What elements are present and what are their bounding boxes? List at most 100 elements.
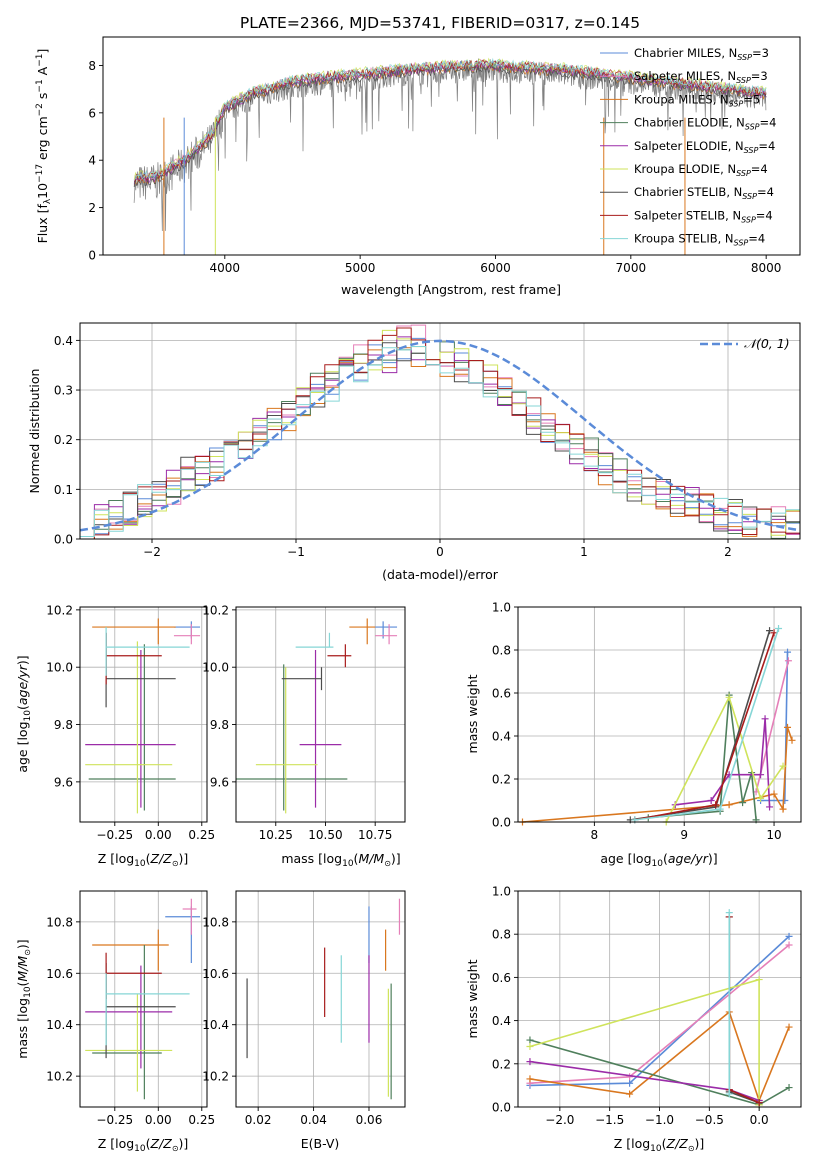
weight-marker-salpeter-stelib [712, 801, 720, 809]
axes-frame [517, 606, 802, 823]
weight-marker-kroupa-miles [626, 1090, 634, 1098]
weight-line-chabrier-elodie [648, 695, 757, 820]
mass-vs-metallicity-y-label: mass [log10(M/M⊙)] [15, 939, 33, 1058]
legend-label-chabrier-miles: Chabrier MILES, NSSP=3 [634, 46, 769, 62]
y-tick-label: 0.2 [492, 1057, 511, 1071]
weight-marker-kroupa-elodie [526, 1043, 534, 1051]
plot-area [133, 57, 767, 255]
y-tick-label: 0.4 [492, 1014, 511, 1028]
mass-weight-vs-age-panel: 8 9 10 0.0 0.2 0.4 0.6 0.8 1.0 [492, 601, 802, 842]
x-tick-label: −1.5 [595, 1113, 624, 1127]
y-tick-label: 0.8 [492, 928, 511, 942]
x-tick-label: 0.04 [300, 1113, 327, 1127]
y-tick-label: 10.4 [46, 1018, 73, 1032]
y-tick-label: 9.6 [210, 775, 229, 789]
y-tick-label: 9.8 [210, 718, 229, 732]
histogram-chabrier-stelib [80, 342, 800, 537]
axes-frame [517, 890, 802, 1108]
axes-frame [79, 606, 208, 823]
x-tick-label: −0.25 [96, 828, 133, 842]
x-tick-label: 10.50 [308, 828, 342, 842]
weight-line-kroupa-elodie [665, 695, 784, 823]
weight-marker-kroupa-miles [784, 723, 792, 731]
weight-marker-chabrier-elodie [739, 799, 747, 807]
age-vs-metallicity-panel: −0.25 0.00 0.25 9.6 9.8 10.0 10.2 [46, 603, 215, 842]
normal-legend-label: 𝒩(0, 1) [744, 336, 790, 351]
y-tick-label: 4 [88, 154, 96, 168]
x-tick-label: 0.06 [356, 1113, 383, 1127]
plot-area [246, 898, 401, 1100]
x-tick-label: 10.25 [259, 828, 293, 842]
x-tick-label: 2 [724, 545, 732, 559]
x-tick-label: 5000 [345, 261, 376, 275]
weight-marker-kroupa-miles [526, 1075, 534, 1083]
y-tick-label: 0.2 [492, 773, 511, 787]
plot-area [80, 324, 800, 539]
weight-marker-kroupa-elodie [779, 762, 787, 770]
age-vs-metallicity-y-label: age [log10(age/yr)] [15, 655, 33, 772]
weight-marker-chabrier-stelib [766, 627, 774, 635]
y-tick-label: 8 [88, 59, 96, 73]
weight-marker-salpeter-elodie [766, 803, 774, 811]
y-tick-label: 0.6 [492, 971, 511, 985]
weight-marker-kroupa-miles [725, 801, 733, 809]
axes-frame [235, 606, 406, 823]
weight-marker-salpeter-elodie [761, 715, 769, 723]
age-vs-mass-panel: 10.25 10.50 10.75 9.6 9.8 10.0 10.2 [202, 603, 406, 842]
weight-marker-kroupa-elodie [725, 693, 733, 701]
y-tick-label: 9.8 [54, 718, 73, 732]
y-tick-label: 0.4 [54, 334, 73, 348]
legend-label-salpeter-miles: Salpeter MILES, NSSP=3 [634, 69, 768, 85]
weight-marker-salpeter-elodie [707, 797, 715, 804]
x-tick-label: 4000 [210, 261, 241, 275]
x-tick-label: 6000 [480, 261, 511, 275]
legend-label-salpeter-stelib: Salpeter STELIB, NSSP=4 [634, 208, 773, 224]
x-tick-label: 8000 [751, 261, 782, 275]
weight-line-chabrier-stelib [728, 916, 760, 1104]
age-vs-mass-x-label: mass [log10(M/M⊙)] [281, 851, 400, 869]
x-tick-label: −2 [143, 545, 161, 559]
y-tick-label: 10.8 [202, 915, 229, 929]
x-tick-label: 9 [680, 828, 688, 842]
y-tick-label: 1.0 [492, 885, 511, 899]
mass-vs-ebv-panel: 0.02 0.04 0.06 10.2 10.4 10.6 10.8 [202, 890, 406, 1127]
y-tick-label: 10.2 [202, 1070, 229, 1084]
y-tick-label: 2 [88, 201, 96, 215]
weight-marker-kroupa-stelib [725, 1090, 733, 1098]
weight-line-salpeter-elodie [675, 718, 771, 808]
mass-weight-vs-metallicity-y-label: mass weight [465, 959, 480, 1038]
y-tick-label: 1.0 [492, 601, 511, 615]
x-tick-label: −1 [287, 545, 305, 559]
y-tick-label: 10.4 [202, 1018, 229, 1032]
y-tick-label: 10.2 [46, 1070, 73, 1084]
y-tick-label: 10.6 [46, 967, 73, 981]
axes-frame [102, 36, 801, 256]
plot-area [236, 618, 398, 814]
histogram-x-label: (data-model)/error [382, 567, 499, 582]
y-tick-label: 10.2 [46, 603, 73, 617]
spectrum-model-kroupa-stelib [133, 57, 767, 181]
age-vs-metallicity-x-label: Z [log10(Z/Z⊙)] [98, 851, 189, 869]
weight-marker-chabrier-elodie [785, 1084, 793, 1092]
weight-marker-kroupa-miles [779, 805, 787, 813]
y-tick-label: 10.0 [46, 661, 73, 675]
weight-marker-salpeter-stelib [755, 1099, 763, 1107]
x-tick-label: 1 [580, 545, 588, 559]
x-tick-label: −1.0 [645, 1113, 674, 1127]
mass-weight-vs-metallicity-panel: −2.0 −1.5 −1.0 −0.5 0.0 0.0 0.2 0.4 0.6 0.8 1.0 [492, 885, 802, 1127]
y-tick-label: 0.4 [492, 730, 511, 744]
x-tick-label: 0.0 [750, 1113, 769, 1127]
weight-marker-salpeter-miles [785, 941, 793, 949]
y-tick-label: 0.0 [492, 816, 511, 830]
weight-marker-chabrier-miles [626, 1079, 634, 1087]
spectrum-model-chabrier-elodie [133, 61, 767, 184]
y-tick-label: 10.8 [46, 915, 73, 929]
mass-vs-metallicity-x-label: Z [log10(Z/Z⊙)] [98, 1136, 189, 1154]
x-tick-label: −0.5 [695, 1113, 724, 1127]
weight-line-chabrier-stelib [630, 630, 771, 821]
x-tick-label: 0.25 [188, 1113, 215, 1127]
legend-label-kroupa-stelib: Kroupa STELIB, NSSP=4 [634, 232, 765, 248]
x-tick-label: −0.25 [96, 1113, 133, 1127]
x-tick-label: 0.00 [145, 1113, 172, 1127]
